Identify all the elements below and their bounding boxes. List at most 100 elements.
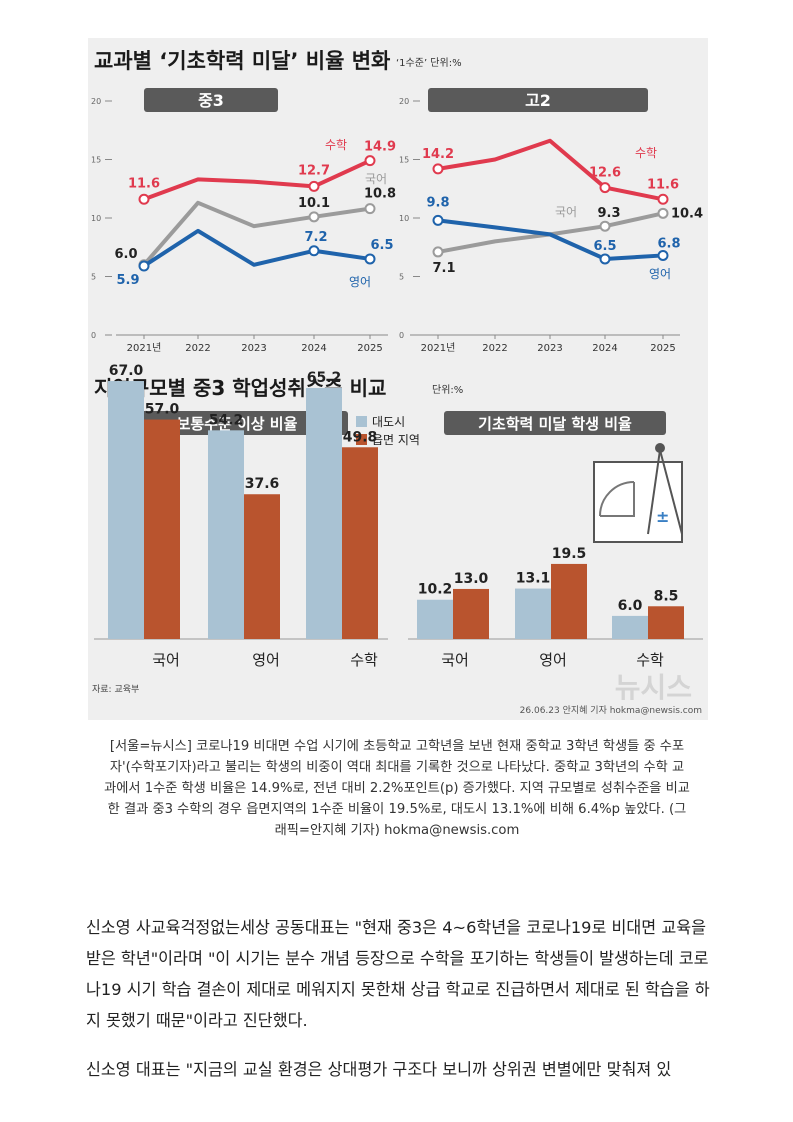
header-bar-middle3 xyxy=(144,88,278,112)
data-label-0-4: 11.6 xyxy=(647,177,679,192)
data-label-1-4: 10.8 xyxy=(364,187,396,202)
series-point-0-3 xyxy=(599,182,611,194)
bar-category-label: 영어 xyxy=(539,651,567,669)
header-middle3: 중3 xyxy=(198,91,224,110)
bar-value-label: 19.5 xyxy=(552,546,587,562)
bar-0-0 xyxy=(108,381,144,639)
bar-category-label: 국어 xyxy=(441,651,469,669)
series-point-2-4 xyxy=(657,249,669,261)
y-tick-label: 20 xyxy=(91,97,101,106)
data-label-2-4: 6.8 xyxy=(657,236,680,251)
series-name-2: 영어 xyxy=(349,275,371,289)
header-bar-below-basic xyxy=(444,411,666,435)
x-tick-label: 2022 xyxy=(482,343,507,354)
data-label-1-3: 9.3 xyxy=(597,206,620,221)
bar-chart-below-basic: 10.213.0 국어 13.119.5 영어 6.0 8.5 수학 xyxy=(408,546,703,669)
series-point-2-4 xyxy=(364,253,376,265)
y-tick-label: 15 xyxy=(91,156,101,165)
series-line-0 xyxy=(436,138,665,202)
x-tick-label: 2023 xyxy=(537,343,562,354)
bar-0-0 xyxy=(417,599,453,639)
bar-1-0 xyxy=(144,419,180,639)
header-high2: 고2 xyxy=(525,91,551,110)
figure-title-note: ‘1수준’ 단위:% xyxy=(396,56,462,69)
bar-value-label: 10.2 xyxy=(418,582,453,598)
bar-category-label: 국어 xyxy=(152,651,180,669)
data-label-2-4: 6.5 xyxy=(370,238,393,253)
infographic-canvas: 교과별 ‘기초학력 미달’ 비율 변화 ‘1수준’ 단위:% 중3 고2 0 5 1… xyxy=(91,49,703,716)
series-point-2-0 xyxy=(138,260,150,272)
series-name-1: 국어 xyxy=(555,205,577,219)
bar-0-2 xyxy=(306,387,342,639)
data-label-2-0: 9.8 xyxy=(426,195,449,210)
header-bar-proficient xyxy=(126,411,348,435)
header-bar-high2 xyxy=(428,88,648,112)
series-point-1-0 xyxy=(432,246,444,258)
bar-value-label: 13.1 xyxy=(516,571,551,587)
data-label-1-3: 10.1 xyxy=(298,196,330,211)
series-point-2-3 xyxy=(599,253,611,265)
bar-value-label: 57.0 xyxy=(145,402,180,418)
infographic: 교과별 ‘기초학력 미달’ 비율 변화 ‘1수준’ 단위:% 중3 고2 0 5 1… xyxy=(88,38,708,720)
data-label-1-0: 6.0 xyxy=(114,247,137,262)
bar-value-label: 37.6 xyxy=(245,476,280,492)
bar-0-1 xyxy=(208,430,244,639)
bar-category-label: 영어 xyxy=(252,651,280,669)
data-label-0-0: 11.6 xyxy=(128,176,160,191)
y-tick-label: 10 xyxy=(399,214,409,223)
x-tick-label: 2025 xyxy=(650,343,675,354)
series-point-0-3 xyxy=(308,180,320,192)
series-name-1: 국어 xyxy=(365,172,387,186)
data-label-2-3: 6.5 xyxy=(593,239,616,254)
data-label-1-4: 10.4 xyxy=(671,206,703,221)
line-chart-high2: 0 5 10 15 20 2021년 2022 2023 2024 2025 14.2 12.6 11.… xyxy=(399,97,703,354)
series-point-1-3 xyxy=(308,211,320,223)
series-line-2 xyxy=(436,218,665,261)
series-line-0 xyxy=(142,158,372,202)
legend-swatch-city xyxy=(356,416,367,427)
legend-swatch-rural xyxy=(356,434,367,445)
bar-1-0 xyxy=(453,588,489,639)
data-label-0-3: 12.6 xyxy=(589,166,621,181)
series-point-1-4 xyxy=(657,207,669,219)
series-point-1-3 xyxy=(599,220,611,232)
x-tick-label: 2023 xyxy=(241,343,266,354)
image-caption: [서울=뉴시스] 코로나19 비대면 수업 시기에 초등학교 고학년을 보낸 현… xyxy=(104,739,690,838)
series-line-1 xyxy=(142,200,372,267)
bar-value-label: 67.0 xyxy=(109,363,144,379)
x-tick-label: 2025 xyxy=(357,343,382,354)
bar-1-1 xyxy=(551,563,587,639)
math-tools-illustration: ± xyxy=(593,443,683,543)
data-label-2-0: 5.9 xyxy=(116,273,139,288)
y-tick-label: 10 xyxy=(91,214,101,223)
y-tick-label: 15 xyxy=(399,156,409,165)
header-below-basic: 기초학력 미달 학생 비율 xyxy=(478,415,632,433)
x-tick-label: 2024 xyxy=(592,343,617,354)
bar-value-label: 6.0 xyxy=(618,598,643,614)
series-name-2: 영어 xyxy=(649,267,671,281)
y-tick-label: 0 xyxy=(91,331,96,340)
watermark: 뉴시스 xyxy=(615,671,692,704)
data-label-2-3: 7.2 xyxy=(304,230,327,245)
article-paragraph-1: 신소영 사교육걱정없는세상 공동대표는 "현재 중3은 4~6학년을 코로나19… xyxy=(86,918,710,1030)
data-label-0-4: 14.9 xyxy=(364,140,396,155)
header-proficient: 보통수준 이상 비율 xyxy=(177,415,298,433)
bar-value-label: 54.2 xyxy=(209,412,244,428)
x-tick-label: 2021년 xyxy=(127,342,162,354)
bar-value-label: 49.8 xyxy=(343,429,378,445)
bar-value-label: 65.2 xyxy=(307,370,342,386)
series-point-0-0 xyxy=(138,193,150,205)
series-name-0: 수학 xyxy=(325,138,347,152)
line-chart-middle3: 0 5 10 15 20 2021년 2022 2023 2024 2025 11.6 12.7 14.… xyxy=(91,97,396,354)
article-paragraph-2: 신소영 대표는 "지금의 교실 환경은 상대평가 구조다 보니까 상위권 변별에… xyxy=(86,1060,672,1079)
bar-1-1 xyxy=(244,494,280,639)
y-tick-label: 5 xyxy=(91,273,96,282)
svg-text:±: ± xyxy=(656,507,669,526)
x-tick-label: 2021년 xyxy=(421,342,456,354)
bar-0-2 xyxy=(612,615,648,639)
x-tick-label: 2022 xyxy=(185,343,210,354)
x-tick-label: 2024 xyxy=(301,343,326,354)
bar-category-label: 수학 xyxy=(350,651,378,669)
bar-chart-proficient: 67.0 57.0 국어 54.2 37.6 영어 65.2 49.8 수학 xyxy=(94,363,388,669)
legend-label-rural: 읍면 지역 xyxy=(372,433,420,447)
